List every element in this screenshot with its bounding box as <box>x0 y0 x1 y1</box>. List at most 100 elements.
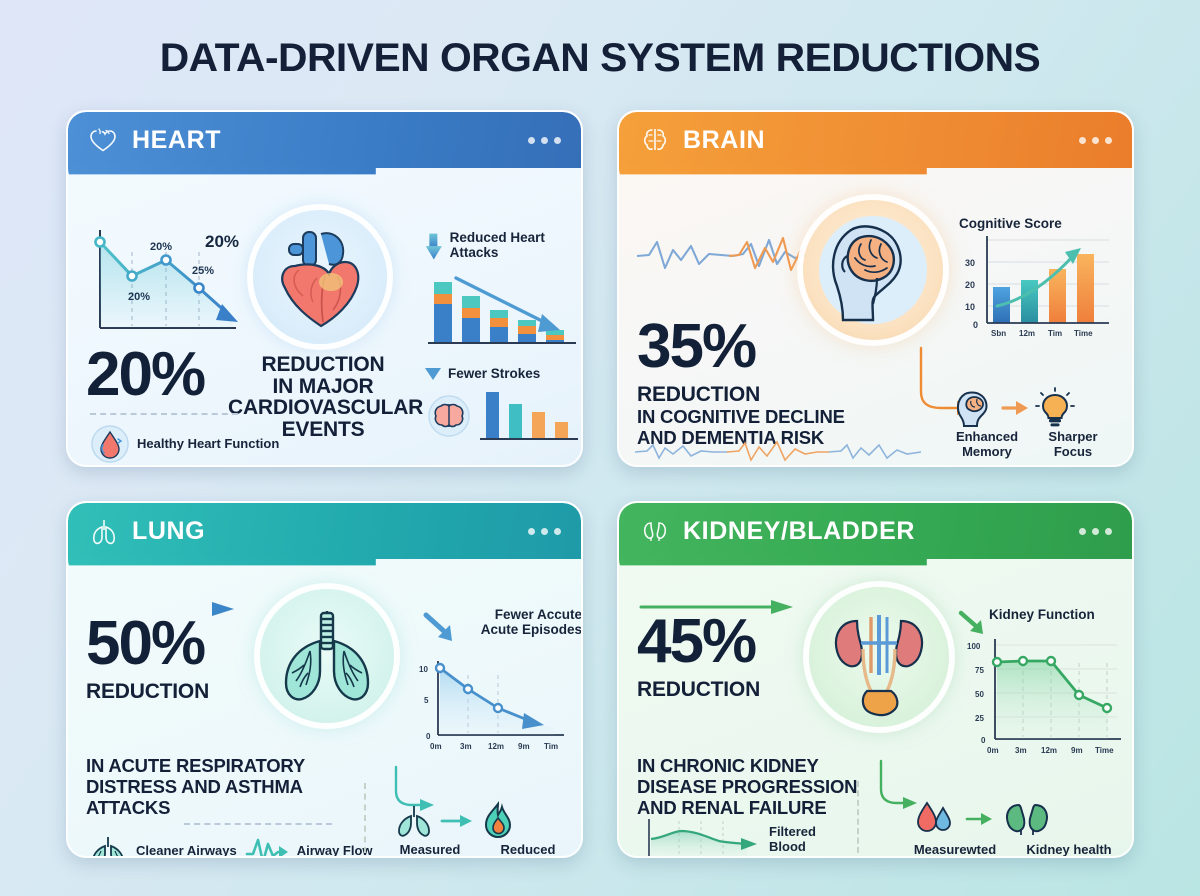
kidney-footer-label-2: Kidney health Markers <box>1026 842 1112 857</box>
brain-outline-icon <box>643 129 667 151</box>
svg-text:30: 30 <box>965 258 975 268</box>
kidney-badge-label-wrap: Filtered Blood <box>769 824 843 854</box>
svg-text:12m: 12m <box>1041 746 1057 755</box>
lung-footer-icons <box>392 801 518 841</box>
down-triangle-icon <box>425 367 441 380</box>
brain-footer-label-1: Enhanced Memory <box>955 429 1019 459</box>
heart-chart-bottom-title: Fewer Strokes <box>448 366 541 381</box>
heart-chart-top-title: Reduced Heart Attacks <box>449 230 545 261</box>
brain-footer-items <box>951 386 1077 430</box>
kidney-stat-value: 45% <box>637 607 757 676</box>
kidney-footer-label-1: Measurewted GFR levels <box>913 842 997 857</box>
svg-text:0: 0 <box>426 732 431 741</box>
lungs-icon <box>260 589 394 723</box>
lung-line-chart: 10 5 0 0m 3m 12m 9m Tim <box>419 661 564 751</box>
card-lung-title: LUNG <box>132 516 206 545</box>
svg-text:9m: 9m <box>518 742 530 751</box>
lung-connector-arrow <box>394 765 434 811</box>
lung-chart-title: Fewer Accute Acute Episodes <box>480 607 582 638</box>
brain-stat-line1: REDUCTION <box>637 383 761 406</box>
svg-text:12m: 12m <box>1019 329 1035 338</box>
brain-stat-description: REDUCTION IN COGNITIVE DECLINE AND DEMEN… <box>637 384 845 448</box>
ellipsis-icon[interactable] <box>1079 136 1112 144</box>
card-heart-header: HEART <box>68 112 581 168</box>
ellipsis-icon[interactable] <box>528 527 561 535</box>
lung-footer-label-2-wrap: Reduced Inflammation <box>476 842 580 857</box>
kidney-stat-description2: IN CHRONIC KIDNEY DISEASE PROGRESSION AN… <box>637 755 858 819</box>
page-title: DATA-DRIVEN ORGAN SYSTEM REDUCTIONS <box>159 36 1041 80</box>
svg-text:0: 0 <box>973 320 978 330</box>
svg-text:10: 10 <box>419 665 428 674</box>
kidney-stat-line3: DISEASE PROGRESSION <box>637 776 858 798</box>
heart-outline-icon <box>90 128 116 152</box>
kidney-stat-line4: AND RENAL FAILURE <box>637 797 827 819</box>
lung-footer-label-2: Reduced Inflammation <box>500 842 556 857</box>
kidney-stat-line1: REDUCTION <box>637 678 761 701</box>
arrow-right-icon <box>1001 401 1028 415</box>
svg-text:5: 5 <box>424 696 429 705</box>
ellipsis-icon[interactable] <box>528 136 561 144</box>
brain-cognitive-bar-chart: 30 20 10 0 Sbn 12m Tim Time <box>965 236 1109 338</box>
lung-stat-line3: DISTRESS AND ASTHMA <box>86 776 303 798</box>
svg-text:0: 0 <box>981 736 986 745</box>
kidney-chart-title: Kidney Function <box>989 607 1095 622</box>
card-brain-title: BRAIN <box>683 125 766 154</box>
svg-text:100: 100 <box>967 642 981 651</box>
svg-text:Tim: Tim <box>544 742 558 751</box>
card-brain-header: BRAIN <box>619 112 1132 168</box>
arrow-right-icon <box>440 815 472 827</box>
ellipsis-icon[interactable] <box>1079 527 1112 535</box>
kidney-vertical-divider <box>857 781 859 853</box>
lungs-small-icon <box>398 806 430 837</box>
lung-footer-label-1-wrap: Measured Spirometry <box>384 842 476 857</box>
head-brain-small-icon <box>956 391 988 427</box>
lung-stat-description: REDUCTION <box>86 681 209 703</box>
brain-footer-label-2: Sharper Focus <box>1048 429 1098 459</box>
lung-stat-value: 50% <box>86 609 206 678</box>
lung-badge-label-2: Airway Flow <box>296 842 373 858</box>
kidney-filtered-blood-chart <box>648 819 757 856</box>
svg-text:20: 20 <box>965 280 975 290</box>
svg-text:Sbn: Sbn <box>991 329 1006 338</box>
heart-stacked-bar-chart <box>428 276 576 344</box>
kidney-footer-label-2-wrap: Kidney health Markers <box>1013 842 1125 857</box>
kidney-badge-label: Filtered Blood <box>769 824 816 854</box>
blood-water-drops-icon <box>917 801 951 832</box>
lung-vertical-divider <box>364 783 366 853</box>
svg-text:Time: Time <box>1095 746 1114 755</box>
card-heart[interactable]: HEART <box>66 110 583 467</box>
card-brain[interactable]: BRAIN Cognitiv <box>617 110 1134 467</box>
svg-text:Time: Time <box>1074 329 1093 338</box>
heart-badge-label: Healthy Heart Function <box>137 435 280 451</box>
lung-badge-label-1: Cleaner Airways <box>136 842 237 858</box>
blood-drop-icon <box>91 425 129 463</box>
svg-text:25: 25 <box>975 714 984 723</box>
kidneys-outline-icon <box>643 522 667 541</box>
heart-stat-line2: IN MAJOR <box>272 374 374 398</box>
lung-stat-line4: ATTACKS <box>86 797 171 819</box>
svg-text:3m: 3m <box>1015 746 1027 755</box>
heart-chart-bottom-label-group: Fewer Strokes <box>424 366 540 381</box>
lung-divider <box>184 823 332 825</box>
kidney-progress-arrow <box>639 600 793 614</box>
svg-text:75: 75 <box>975 666 984 675</box>
lung-footer-label-1: Measured Spirometry <box>399 842 461 857</box>
heart-stat-line1: REDUCTION <box>261 353 385 376</box>
lightbulb-icon <box>1035 387 1075 427</box>
lung-badges: Cleaner Airways Airway Flow <box>88 833 373 858</box>
waveform-icon <box>245 838 288 856</box>
brain-stat-value: 35% <box>637 312 757 381</box>
kidney-stat-description: REDUCTION <box>637 679 760 701</box>
lung-stat-description2: IN ACUTE RESPIRATORY DISTRESS AND ASTHMA… <box>86 755 305 818</box>
brain-footer-label-1-wrap: Enhanced Memory <box>945 429 1029 459</box>
kidney-connector-arrow <box>879 759 917 809</box>
kidneys-small-icon <box>1006 803 1048 835</box>
kidney-line-chart: 100 75 50 25 0 0m 3m 12m <box>967 639 1121 755</box>
svg-text:Tim: Tim <box>1048 329 1062 338</box>
card-kidney[interactable]: KIDNEY/BLADDER 45% REDUCTION IN CHRONIC … <box>617 501 1134 858</box>
brain-small-icon <box>428 395 470 437</box>
heart-stroke-bar-chart <box>480 392 578 440</box>
heart-line-annotation-2: 20% <box>150 241 172 253</box>
card-lung[interactable]: LUNG 50% REDUCTION IN ACUTE RESPIRATORY … <box>66 501 583 858</box>
card-heart-title: HEART <box>132 125 222 154</box>
